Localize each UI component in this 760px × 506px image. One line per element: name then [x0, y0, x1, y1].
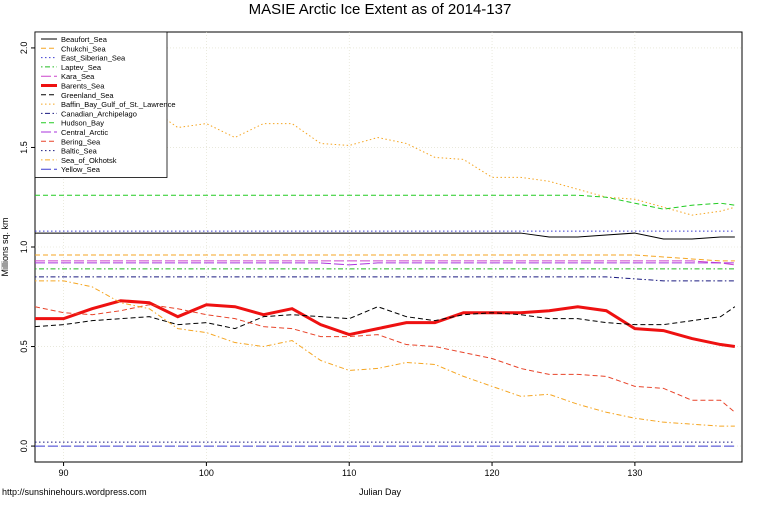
legend-label: Sea_of_Okhotsk: [61, 156, 117, 165]
x-tick-label: 110: [342, 468, 356, 478]
legend-label: Greenland_Sea: [61, 91, 114, 100]
chart-title: MASIE Arctic Ice Extent as of 2014-137: [249, 1, 512, 18]
legend-label: Hudson_Bay: [61, 119, 104, 128]
x-axis-label: Julian Day: [359, 487, 402, 497]
series-line: [35, 232, 735, 240]
series-line: [35, 304, 736, 413]
y-tick-label: 0.5: [19, 340, 29, 353]
series-line: [35, 254, 735, 262]
x-tick-label: 90: [59, 468, 69, 478]
legend-label: Canadian_Archipelago: [61, 109, 137, 118]
y-tick-label: 0.0: [19, 440, 29, 453]
y-tick-label: 1.0: [19, 241, 29, 254]
legend-label: East_Siberian_Sea: [61, 54, 126, 63]
legend-label: Barents_Sea: [61, 82, 105, 91]
legend-label: Central_Arctic: [61, 128, 108, 137]
x-tick-label: 120: [485, 468, 500, 478]
legend-label: Bering_Sea: [61, 137, 101, 146]
legend-label: Baltic_Sea: [61, 147, 98, 156]
legend-label: Chukchi_Sea: [61, 44, 106, 53]
legend-box: [34, 31, 168, 178]
x-tick-label: 130: [627, 468, 642, 478]
series-line: [35, 276, 735, 282]
legend-label: Yellow_Sea: [61, 165, 101, 174]
legend-label: Laptev_Sea: [61, 63, 102, 72]
series-line: [35, 194, 735, 210]
legend-label: Beaufort_Sea: [61, 35, 108, 44]
series-line: [35, 280, 735, 427]
x-tick-label: 100: [199, 468, 214, 478]
legend-label: Baffin_Bay_Gulf_of_St._Lawrence: [61, 100, 176, 109]
y-tick-label: 1.5: [19, 141, 29, 154]
series-line: [35, 299, 736, 349]
legend-label: Kara_Sea: [61, 72, 95, 81]
series-line: [35, 262, 735, 266]
series-line: [35, 260, 735, 266]
y-tick-label: 2.0: [19, 42, 29, 55]
source: http://sunshinehours.wordpress.com: [2, 487, 147, 497]
y-axis-label: Millions sq. km: [0, 217, 10, 276]
